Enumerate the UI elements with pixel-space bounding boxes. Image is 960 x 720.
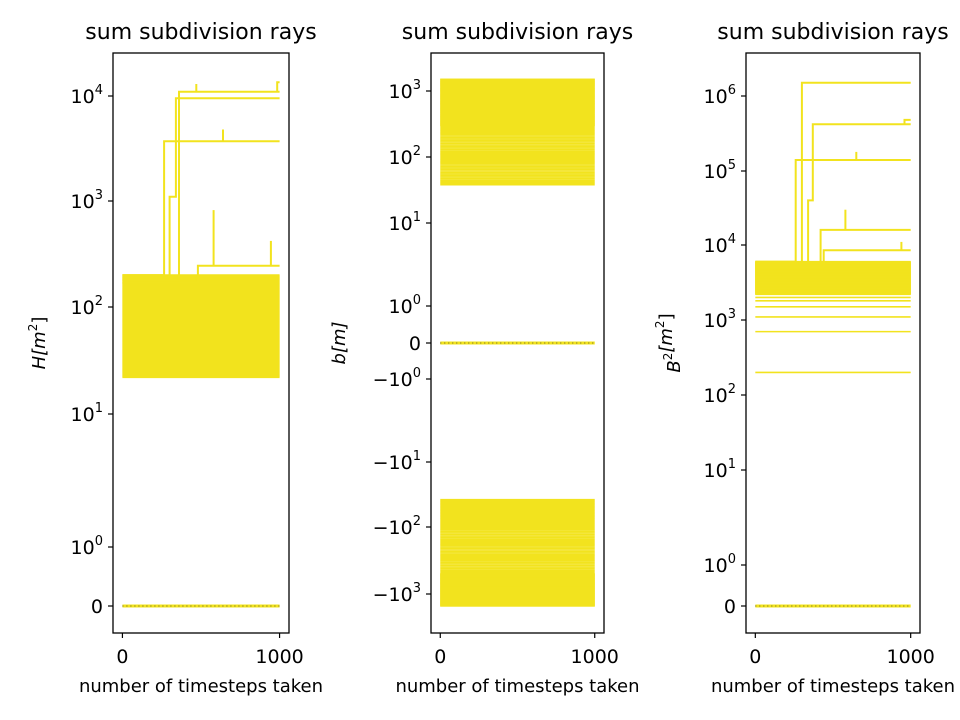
y-tick-label: −100 [373,366,421,391]
y-tick-label: 100 [704,552,736,577]
y-tick-label: −103 [373,581,421,606]
y-tick-label: 0 [91,596,103,618]
subplot-1: 0 1000 0 100 101 102 103 104 sum subdivision ray… [26,20,323,697]
series-line [122,90,280,281]
axes-frame [745,52,921,634]
y-tick-label: 0 [724,596,736,618]
series-band [122,275,280,378]
y-tick-label: 102 [389,144,421,169]
y-tick-label: 103 [389,78,421,103]
y-tick-label: −102 [373,514,421,539]
series-line [755,228,911,268]
y-tick-label: 103 [71,188,103,213]
series-line [122,97,280,279]
x-axis-label: number of timesteps taken [711,676,955,697]
x-tick-label: 0 [434,646,446,668]
y-tick-label: 105 [704,158,736,183]
series-line [755,81,911,264]
x-tick-label: 0 [116,646,128,668]
y-tick-label: −101 [373,449,421,474]
y-axis-label: H[m2] [26,317,50,370]
y-tick-label: 101 [704,457,736,482]
y-tick-label: 103 [704,307,736,332]
y-tick-label: 101 [389,210,421,235]
plot-area [755,81,911,608]
y-tick-label: 102 [704,382,736,407]
plot-area [122,81,280,608]
series-line [755,123,911,266]
series-line [122,140,280,277]
subplot-3: 0 1000 0 100 101 102 103 104 105 106 sum subdivisi… [653,20,955,697]
x-tick-label: 1000 [886,646,934,668]
plot-area [440,78,595,607]
y-axis-label: b[m] [329,321,350,364]
chart-title: sum subdivision rays [402,20,633,45]
y-tick-label: 100 [389,293,421,318]
series-line [755,159,911,263]
x-axis-label: number of timesteps taken [395,676,639,697]
y-axis-label: B2[m2] [653,313,685,372]
chart-title: sum subdivision rays [85,20,316,45]
y-tick-label: 104 [71,83,103,108]
x-tick-label: 1000 [255,646,303,668]
series-line [276,81,280,92]
y-tick-label: 106 [704,83,736,108]
y-tick-label: 104 [704,232,736,257]
y-tick-label: 101 [71,401,103,426]
y-tick-label: 100 [71,534,103,559]
y-tick-label: 102 [71,294,103,319]
chart-title: sum subdivision rays [717,20,948,45]
series-line [755,249,911,269]
y-tick-label: 0 [409,333,421,355]
axes-frame [112,52,290,634]
series-line [903,118,911,125]
series-line [122,264,280,284]
x-tick-label: 0 [749,646,761,668]
x-axis-label: number of timesteps taken [79,676,323,697]
x-tick-label: 1000 [571,646,619,668]
subplot-2: 0 1000 −103 −102 −101 −100 0 100 101 102 103 sum su… [329,20,640,697]
